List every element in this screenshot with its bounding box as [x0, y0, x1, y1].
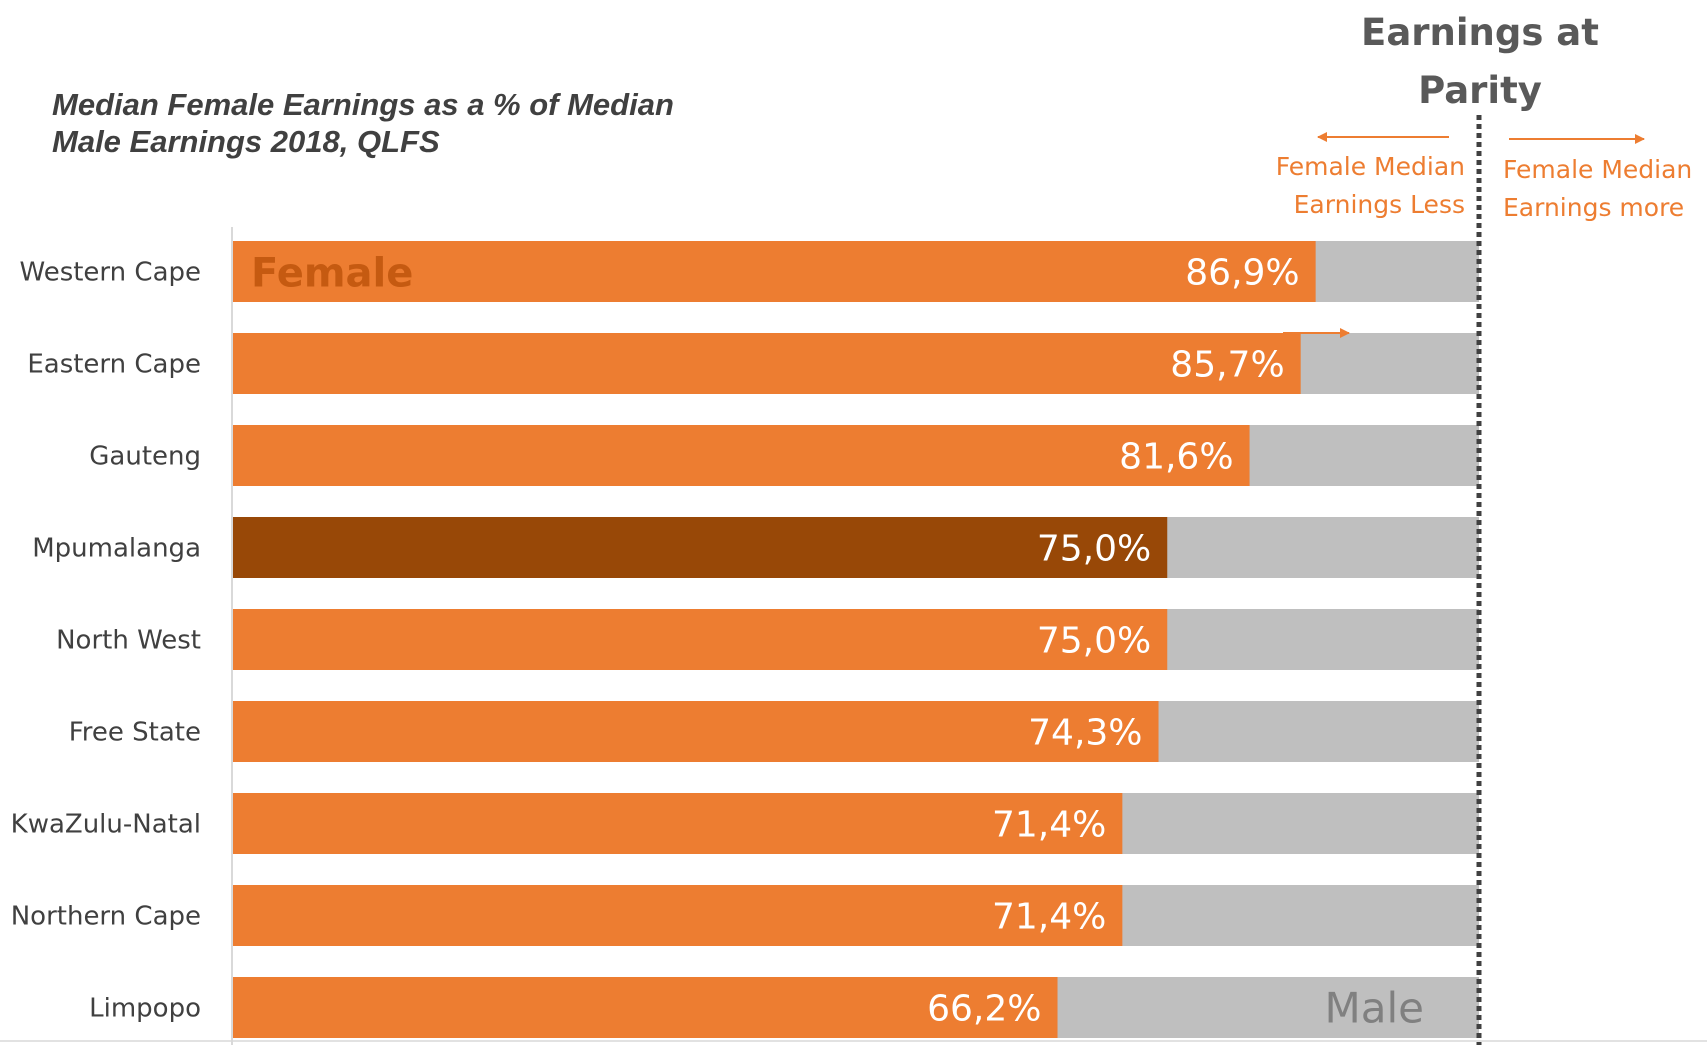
data-label: 71,4%: [992, 897, 1106, 938]
category-label: Gauteng: [89, 442, 201, 472]
bar-female: [232, 977, 1058, 1038]
category-label: Limpopo: [89, 994, 201, 1024]
data-label: 81,6%: [1119, 437, 1233, 478]
annotation-more: Female Median Earnings more: [1503, 155, 1693, 222]
series-label-female: Female: [251, 251, 413, 297]
bar-female: [232, 241, 1316, 302]
bar-female: [232, 517, 1168, 578]
data-label: 75,0%: [1037, 621, 1151, 662]
data-label: 75,0%: [1037, 529, 1151, 570]
series-label-male: Male: [1325, 984, 1424, 1033]
parity-label: Earnings at Parity: [1361, 11, 1599, 112]
data-label: 86,9%: [1185, 253, 1299, 294]
data-label: 85,7%: [1170, 345, 1284, 386]
annotation-less: Female Median Earnings Less: [1275, 152, 1465, 219]
category-label: Western Cape: [20, 258, 201, 288]
category-label: Mpumalanga: [32, 534, 201, 564]
category-label: Eastern Cape: [27, 350, 201, 380]
category-label: North West: [56, 626, 201, 656]
data-label: 71,4%: [992, 805, 1106, 846]
bar-female: [232, 793, 1123, 854]
bar-female: [232, 885, 1123, 946]
data-label: 74,3%: [1028, 713, 1142, 754]
chart-title: Median Female Earnings as a % of Median …: [52, 87, 674, 159]
bar-female: [232, 425, 1250, 486]
category-label: Northern Cape: [11, 902, 201, 932]
bar-female: [232, 609, 1168, 670]
category-label: KwaZulu-Natal: [11, 810, 201, 840]
category-label: Free State: [69, 718, 201, 748]
bar-female: [232, 333, 1301, 394]
data-label: 66,2%: [927, 989, 1041, 1030]
bar-female: [232, 701, 1159, 762]
